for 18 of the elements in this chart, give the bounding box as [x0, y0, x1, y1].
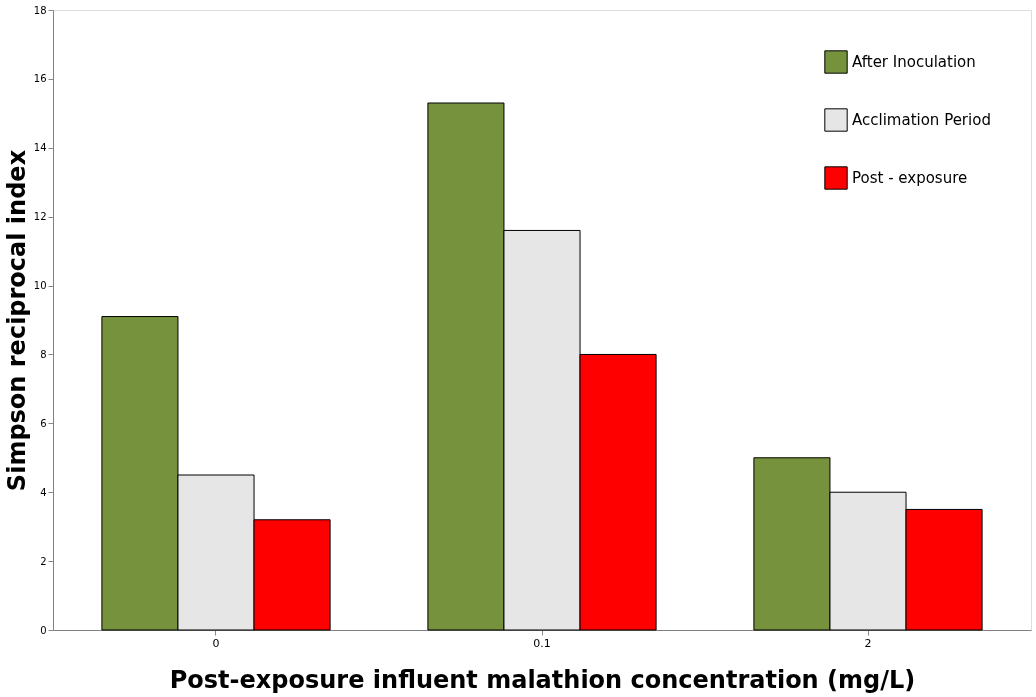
- y-tick-label: 6: [40, 417, 47, 429]
- x-tick-label: 2: [864, 636, 872, 650]
- legend-label: After Inoculation: [852, 53, 976, 71]
- y-tick-label: 12: [33, 211, 47, 223]
- y-axis-title: Simpson reciprocal index: [2, 149, 31, 492]
- x-tick-label: 0: [212, 636, 220, 650]
- legend-label: Acclimation Period: [852, 111, 991, 129]
- y-tick-label: 10: [33, 280, 47, 292]
- y-tick-label: 0: [40, 624, 47, 636]
- y-tick-label: 18: [33, 4, 47, 16]
- legend-label: Post - exposure: [852, 169, 968, 187]
- x-axis-title: Post-exposure influent malathion concentration (mg/L): [169, 665, 916, 694]
- y-tick-label: 4: [40, 486, 47, 498]
- y-tick-label: 14: [33, 142, 47, 154]
- x-tick-label: 0.1: [533, 636, 551, 650]
- y-tick-label: 16: [33, 73, 47, 85]
- y-tick-label: 2: [40, 555, 47, 567]
- y-tick-label: 8: [40, 348, 47, 360]
